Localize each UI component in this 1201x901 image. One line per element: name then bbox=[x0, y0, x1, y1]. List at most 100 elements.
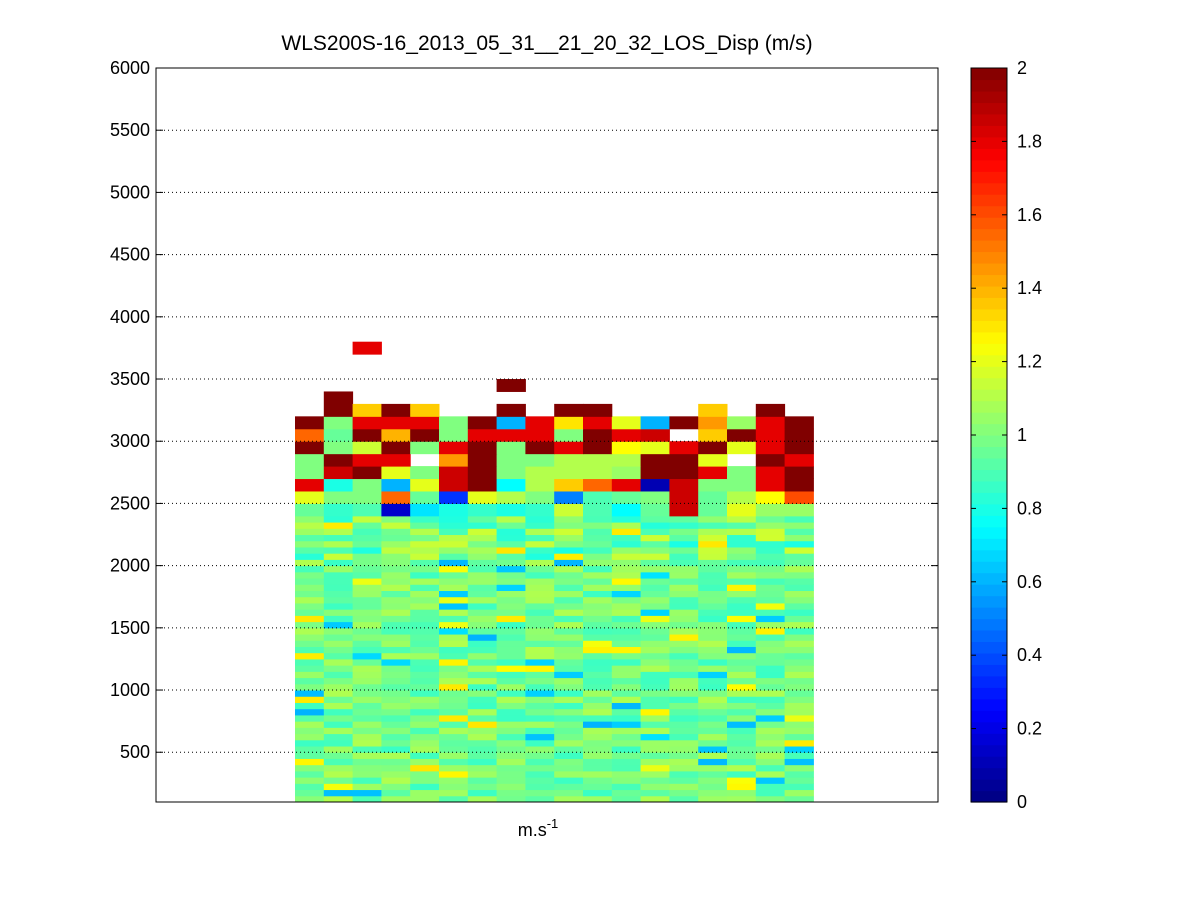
heatmap-cell bbox=[381, 702, 411, 710]
heatmap-cell bbox=[583, 615, 613, 623]
heatmap-cell bbox=[467, 596, 498, 604]
heatmap-cell bbox=[554, 752, 584, 759]
heatmap-cell bbox=[611, 733, 642, 741]
heatmap-cell bbox=[611, 652, 642, 660]
heatmap-cell bbox=[755, 578, 786, 585]
heatmap-cell bbox=[669, 702, 699, 710]
heatmap-cell bbox=[467, 696, 498, 703]
heatmap-cell bbox=[698, 571, 728, 579]
heatmap-cell bbox=[439, 634, 469, 641]
colorbar-tick-label: 0.4 bbox=[1017, 645, 1042, 665]
heatmap-cell bbox=[640, 677, 670, 685]
y-tick-label: 3500 bbox=[110, 369, 150, 389]
heatmap-cell bbox=[669, 752, 699, 759]
heatmap-cell bbox=[669, 696, 699, 703]
heatmap-cell bbox=[525, 783, 555, 791]
heatmap-cell bbox=[525, 503, 555, 517]
heatmap-cell bbox=[323, 546, 354, 554]
heatmap-cell bbox=[525, 777, 555, 784]
heatmap-cell bbox=[554, 478, 584, 492]
heatmap-cell bbox=[554, 522, 584, 529]
heatmap-cell bbox=[410, 590, 440, 598]
heatmap-cell bbox=[727, 708, 757, 716]
colorbar-tick-label: 0.2 bbox=[1017, 719, 1042, 739]
heatmap-cell bbox=[698, 478, 728, 492]
heatmap-cell bbox=[640, 553, 670, 560]
heatmap-cell bbox=[640, 559, 670, 567]
heatmap-cell bbox=[784, 528, 814, 536]
y-tick-label: 4000 bbox=[110, 307, 150, 327]
heatmap-cell bbox=[525, 540, 555, 548]
heatmap-cell bbox=[323, 671, 354, 679]
heatmap-cell bbox=[410, 578, 440, 585]
heatmap-cell bbox=[410, 727, 440, 735]
colorbar-tick-label: 1.6 bbox=[1017, 205, 1042, 225]
heatmap-cell bbox=[496, 789, 526, 797]
heatmap-cell bbox=[611, 540, 642, 548]
heatmap-cell bbox=[381, 490, 411, 504]
heatmap-cell bbox=[698, 770, 728, 778]
heatmap-cell bbox=[640, 522, 670, 529]
heatmap-cell bbox=[669, 565, 699, 573]
colorbar-strip bbox=[971, 664, 1007, 677]
colorbar: 0 0.2 0.4 0.6 0.8 1 1.2 1.4 1.6 1.8 2 bbox=[970, 58, 1042, 812]
heatmap-cell bbox=[784, 590, 814, 598]
heatmap-cell bbox=[352, 478, 382, 492]
colorbar-strip bbox=[971, 343, 1007, 356]
heatmap-cell bbox=[467, 478, 498, 492]
heatmap-cell bbox=[583, 708, 613, 716]
heatmap-cell bbox=[439, 546, 469, 554]
heatmap-cell bbox=[525, 702, 555, 710]
heatmap-cell bbox=[669, 652, 699, 660]
heatmap-cell bbox=[352, 702, 382, 710]
heatmap-cell bbox=[295, 627, 325, 635]
heatmap-cell bbox=[755, 714, 786, 722]
heatmap-cell bbox=[439, 565, 469, 573]
heatmap-cell bbox=[323, 609, 354, 616]
heatmap-cell bbox=[525, 466, 555, 480]
heatmap-cell bbox=[295, 702, 325, 710]
heatmap-cell bbox=[381, 578, 411, 585]
heatmap-cell bbox=[583, 609, 613, 616]
heatmap-cell bbox=[784, 602, 814, 610]
heatmap-cell bbox=[496, 553, 526, 560]
heatmap-cell bbox=[554, 466, 584, 480]
heatmap-cell bbox=[698, 721, 728, 728]
heatmap-cell bbox=[352, 690, 382, 697]
heatmap-cell bbox=[554, 721, 584, 728]
heatmap-cell bbox=[583, 721, 613, 728]
heatmap-cell bbox=[467, 453, 498, 467]
heatmap-cell bbox=[755, 783, 786, 791]
heatmap-cell bbox=[583, 403, 613, 417]
colorbar-strip bbox=[971, 354, 1007, 367]
heatmap-cell bbox=[439, 578, 469, 585]
heatmap-cell bbox=[467, 602, 498, 610]
heatmap-cell bbox=[640, 540, 670, 548]
heatmap-cell bbox=[755, 752, 786, 759]
heatmap-cell bbox=[755, 658, 786, 666]
heatmap-cell bbox=[467, 721, 498, 728]
heatmap-cell bbox=[669, 665, 699, 672]
heatmap-cell bbox=[496, 403, 526, 417]
heatmap-cell bbox=[295, 739, 325, 747]
heatmap-cell bbox=[583, 789, 613, 797]
heatmap-cell bbox=[698, 795, 728, 802]
heatmap-cell bbox=[410, 696, 440, 703]
heatmap-cell bbox=[611, 665, 642, 672]
y-tick-label: 500 bbox=[120, 742, 150, 762]
colorbar-tick-label: 1.4 bbox=[1017, 278, 1042, 298]
heatmap-cell bbox=[784, 571, 814, 579]
colorbar-strip bbox=[971, 744, 1007, 757]
heatmap-cell bbox=[698, 453, 728, 467]
heatmap-cell bbox=[295, 621, 325, 629]
heatmap-cell bbox=[640, 441, 670, 455]
heatmap-cell bbox=[583, 428, 613, 442]
heatmap-cell bbox=[439, 453, 469, 467]
heatmap-cell bbox=[727, 770, 757, 778]
heatmap-cell bbox=[352, 652, 382, 660]
heatmap-cell bbox=[352, 428, 382, 442]
heatmap-cell bbox=[496, 665, 526, 672]
heatmap-cell bbox=[669, 795, 699, 802]
heatmap-cell bbox=[669, 453, 699, 467]
heatmap-cell bbox=[467, 646, 498, 654]
